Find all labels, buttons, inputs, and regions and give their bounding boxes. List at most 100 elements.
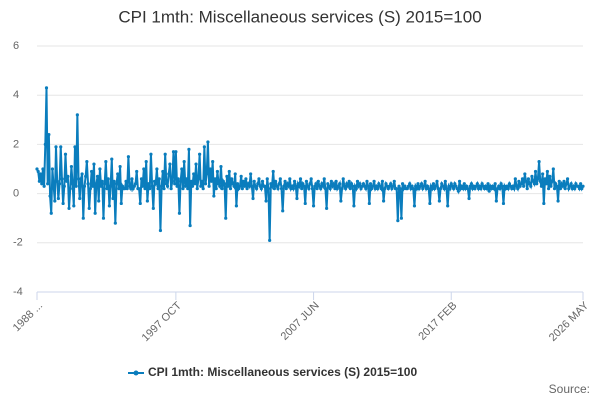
point [101,216,106,220]
point [192,172,196,176]
point [440,182,444,186]
point [60,177,64,181]
point [72,204,76,208]
point [437,199,441,203]
point [475,182,479,186]
point [151,206,155,210]
x-tick-label: 2007 JUN [279,300,322,343]
point [574,182,578,186]
legend-label: CPI 1mth: Miscellaneous services (S) 201… [148,365,417,379]
point [465,184,469,188]
point [141,184,145,188]
point [558,187,563,191]
point [556,199,560,203]
point [273,179,278,183]
point [249,172,253,176]
point [106,177,110,181]
point [397,184,401,188]
point [43,142,47,146]
point [493,182,497,186]
point [328,187,332,191]
point [300,187,304,191]
x-tick-label: 1997 OCT [140,299,185,344]
point [348,187,352,191]
point [491,184,495,188]
point [145,199,149,203]
point [176,177,180,181]
point [162,187,166,191]
point [505,184,509,188]
point [507,182,512,186]
point [113,221,117,225]
point [517,179,521,183]
point [259,187,263,191]
point [290,184,294,188]
point [511,184,515,188]
point [275,184,279,188]
point [370,187,374,191]
point [378,184,382,188]
point [354,187,358,191]
point [383,187,387,191]
point [349,182,354,186]
point [476,187,481,191]
point [450,184,455,188]
point [561,184,565,188]
point [403,184,407,188]
point [314,182,318,186]
point [527,182,532,186]
point [361,182,366,186]
point [238,184,242,188]
point [264,199,268,203]
point [473,187,477,191]
point [82,184,87,188]
x-tick-label: 1988 ... [11,300,45,334]
point [298,177,303,181]
point [422,184,426,188]
point [180,167,184,171]
point [427,187,431,191]
point [346,184,350,188]
point [405,187,409,191]
point [156,187,160,191]
point [42,184,46,188]
point [220,187,224,191]
point [516,187,520,191]
point [130,177,134,181]
point [149,152,153,156]
point [173,182,177,186]
point [327,184,331,188]
point [429,184,433,188]
point [417,187,421,191]
point [358,182,362,186]
point [276,187,280,191]
point [281,209,285,213]
point [44,86,49,90]
point [247,184,252,188]
point [497,184,501,188]
point [127,184,132,188]
point [119,201,123,206]
point [257,177,261,181]
point [237,187,241,191]
point [379,187,383,191]
point [90,169,94,174]
point [569,182,573,186]
point [50,167,55,171]
point [514,184,519,188]
point [419,182,424,186]
point [431,182,436,186]
point [158,228,163,233]
point [436,187,440,191]
point [254,187,259,191]
point [308,182,312,186]
point [263,184,267,188]
point [66,174,70,178]
point [441,184,445,188]
point [184,177,189,181]
point [480,182,484,186]
point [170,179,174,183]
point [206,140,210,144]
y-tick-label: 0 [13,188,19,200]
